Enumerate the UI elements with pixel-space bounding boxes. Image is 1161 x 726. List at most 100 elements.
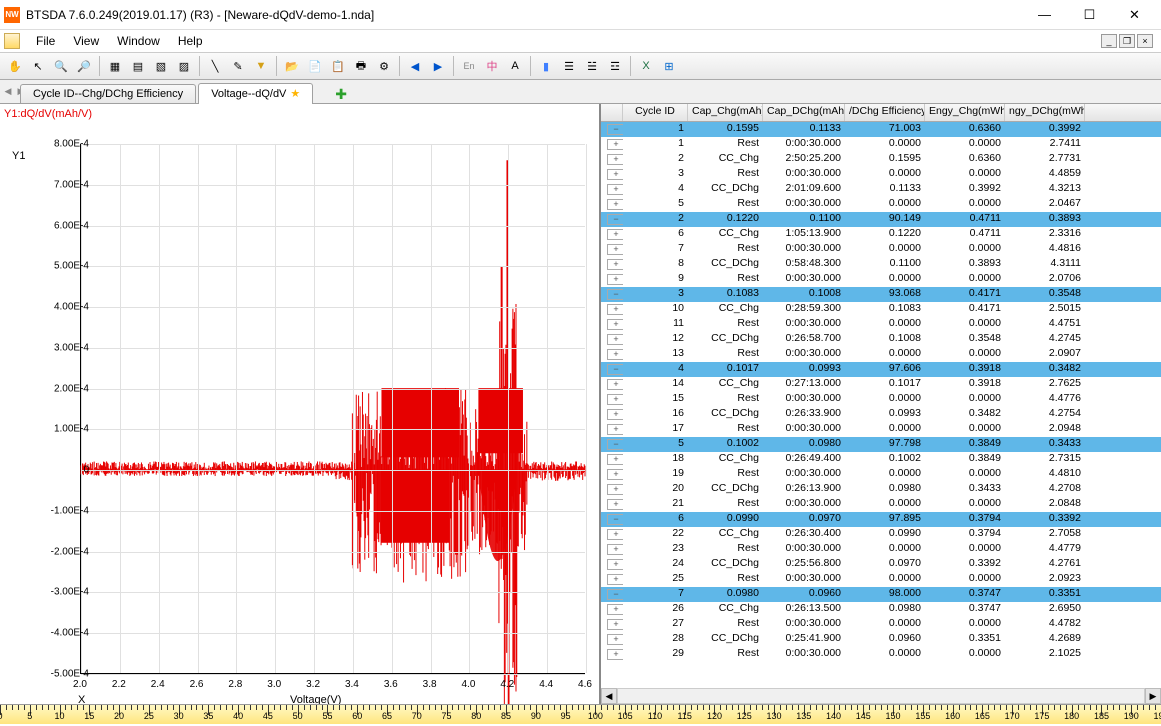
h-scrollbar[interactable]: ◀ ▶ <box>601 688 1161 704</box>
col-engychg[interactable]: Engy_Chg(mWh) <box>925 104 1005 121</box>
step-row[interactable]: +5Rest0:00:30.0000.00000.00002.0467 <box>601 197 1161 212</box>
excel-icon[interactable]: X <box>635 55 657 77</box>
expand-icon[interactable]: + <box>607 139 623 150</box>
step-row[interactable]: +11Rest0:00:30.0000.00000.00004.4751 <box>601 317 1161 332</box>
menu-window[interactable]: Window <box>109 32 168 50</box>
expand-icon[interactable]: + <box>607 274 623 285</box>
data-body[interactable]: −10.15950.113371.0030.63600.3992+1Rest0:… <box>601 122 1161 688</box>
expand-icon[interactable]: + <box>607 304 623 315</box>
step-row[interactable]: +23Rest0:00:30.0000.00000.00004.4779 <box>601 542 1161 557</box>
expand-icon[interactable]: + <box>607 184 623 195</box>
doc1-icon[interactable]: 📄 <box>304 55 326 77</box>
mdi-restore[interactable]: ❐ <box>1119 34 1135 48</box>
scroll-right-icon[interactable]: ▶ <box>1145 688 1161 704</box>
expand-icon[interactable]: + <box>607 424 623 435</box>
cycle-summary-row[interactable]: −50.10020.098097.7980.38490.3433 <box>601 437 1161 452</box>
step-row[interactable]: +9Rest0:00:30.0000.00000.00002.0706 <box>601 272 1161 287</box>
expand-icon[interactable]: + <box>607 619 623 630</box>
collapse-icon[interactable]: − <box>607 514 623 525</box>
grid1-icon[interactable]: ▦ <box>104 55 126 77</box>
mdi-close[interactable]: × <box>1137 34 1153 48</box>
step-row[interactable]: +24CC_DChg0:25:56.8000.09700.33924.2761 <box>601 557 1161 572</box>
collapse-icon[interactable]: − <box>607 364 623 375</box>
minimize-button[interactable]: — <box>1022 1 1067 29</box>
col-capchg[interactable]: Cap_Chg(mAh) <box>688 104 763 121</box>
step-row[interactable]: +12CC_DChg0:26:58.7000.10080.35484.2745 <box>601 332 1161 347</box>
step-row[interactable]: +13Rest0:00:30.0000.00000.00002.0907 <box>601 347 1161 362</box>
print-icon[interactable]: 🖶 <box>350 55 372 77</box>
menu-help[interactable]: Help <box>170 32 211 50</box>
doc2-icon[interactable]: 📋 <box>327 55 349 77</box>
font-icon[interactable]: A <box>504 55 526 77</box>
expand-icon[interactable]: + <box>607 319 623 330</box>
step-row[interactable]: +4CC_DChg2:01:09.6000.11330.39924.3213 <box>601 182 1161 197</box>
col-engydchg[interactable]: ngy_DChg(mWh) <box>1005 104 1085 121</box>
menu-view[interactable]: View <box>65 32 107 50</box>
expand-icon[interactable]: + <box>607 409 623 420</box>
expand-icon[interactable]: + <box>607 229 623 240</box>
step-row[interactable]: +7Rest0:00:30.0000.00000.00004.4816 <box>601 242 1161 257</box>
step-row[interactable]: +8CC_DChg0:58:48.3000.11000.38934.3111 <box>601 257 1161 272</box>
collapse-icon[interactable]: − <box>607 439 623 450</box>
settings-icon[interactable]: ⚙ <box>373 55 395 77</box>
step-row[interactable]: +17Rest0:00:30.0000.00000.00002.0948 <box>601 422 1161 437</box>
zoom-out-icon[interactable]: 🔎 <box>73 55 95 77</box>
expand-icon[interactable]: + <box>607 334 623 345</box>
expand-icon[interactable]: + <box>607 199 623 210</box>
expand-icon[interactable]: + <box>607 349 623 360</box>
cycle-summary-row[interactable]: −30.10830.100893.0680.41710.3548 <box>601 287 1161 302</box>
cycle-summary-row[interactable]: −40.10170.099397.6060.39180.3482 <box>601 362 1161 377</box>
col-capdchg[interactable]: Cap_DChg(mAh) <box>763 104 845 121</box>
blue1-icon[interactable]: ▮ <box>535 55 557 77</box>
pointer-tool-icon[interactable]: ↖ <box>27 55 49 77</box>
close-button[interactable]: ✕ <box>1112 1 1157 29</box>
expand-icon[interactable]: + <box>607 244 623 255</box>
collapse-icon[interactable]: − <box>607 124 623 135</box>
step-row[interactable]: +29Rest0:00:30.0000.00000.00002.1025 <box>601 647 1161 662</box>
open-icon[interactable]: 📂 <box>281 55 303 77</box>
cycle-summary-row[interactable]: −10.15950.113371.0030.63600.3992 <box>601 122 1161 137</box>
col-eff[interactable]: /DChg Efficiency <box>845 104 925 121</box>
mdi-minimize[interactable]: _ <box>1101 34 1117 48</box>
list2-icon[interactable]: ☱ <box>581 55 603 77</box>
tab-efficiency[interactable]: Cycle ID--Chg/DChg Efficiency <box>20 84 196 103</box>
expand-icon[interactable]: + <box>607 469 623 480</box>
step-row[interactable]: +20CC_DChg0:26:13.9000.09800.34334.2708 <box>601 482 1161 497</box>
plot-area[interactable] <box>80 144 585 674</box>
expand-icon[interactable]: + <box>607 154 623 165</box>
step-row[interactable]: +18CC_Chg0:26:49.4000.10020.38492.7315 <box>601 452 1161 467</box>
tab-scroll-left[interactable]: ◀ <box>2 84 14 98</box>
list3-icon[interactable]: ☲ <box>604 55 626 77</box>
step-row[interactable]: +26CC_Chg0:26:13.5000.09800.37472.6950 <box>601 602 1161 617</box>
step-row[interactable]: +1Rest0:00:30.0000.00000.00002.7411 <box>601 137 1161 152</box>
expand-icon[interactable]: + <box>607 259 623 270</box>
step-row[interactable]: +25Rest0:00:30.0000.00000.00002.0923 <box>601 572 1161 587</box>
cycle-summary-row[interactable]: −20.12200.110090.1490.47110.3893 <box>601 212 1161 227</box>
hand-tool-icon[interactable]: ✋ <box>4 55 26 77</box>
expand-icon[interactable]: + <box>607 454 623 465</box>
menu-file[interactable]: File <box>28 32 63 50</box>
step-row[interactable]: +2CC_Chg2:50:25.2000.15950.63602.7731 <box>601 152 1161 167</box>
expand-icon[interactable]: + <box>607 394 623 405</box>
grid2-icon[interactable]: ▤ <box>127 55 149 77</box>
step-row[interactable]: +15Rest0:00:30.0000.00000.00004.4776 <box>601 392 1161 407</box>
collapse-icon[interactable]: − <box>607 214 623 225</box>
expand-icon[interactable]: + <box>607 559 623 570</box>
col-cycle[interactable]: Cycle ID <box>623 104 688 121</box>
qr-icon[interactable]: ⊞ <box>658 55 680 77</box>
expand-icon[interactable]: + <box>607 529 623 540</box>
expand-icon[interactable]: + <box>607 649 623 660</box>
zoom-in-icon[interactable]: 🔍 <box>50 55 72 77</box>
expand-icon[interactable]: + <box>607 634 623 645</box>
line-tool-icon[interactable]: ╲ <box>204 55 226 77</box>
scroll-left-icon[interactable]: ◀ <box>601 688 617 704</box>
step-row[interactable]: +10CC_Chg0:28:59.3000.10830.41712.5015 <box>601 302 1161 317</box>
prev-icon[interactable]: ◀ <box>404 55 426 77</box>
expand-icon[interactable]: + <box>607 574 623 585</box>
cycle-summary-row[interactable]: −70.09800.096098.0000.37470.3351 <box>601 587 1161 602</box>
collapse-icon[interactable]: − <box>607 589 623 600</box>
step-row[interactable]: +16CC_DChg0:26:33.9000.09930.34824.2754 <box>601 407 1161 422</box>
maximize-button[interactable]: ☐ <box>1067 1 1112 29</box>
cn-icon[interactable]: 中 <box>481 55 503 77</box>
list1-icon[interactable]: ☰ <box>558 55 580 77</box>
